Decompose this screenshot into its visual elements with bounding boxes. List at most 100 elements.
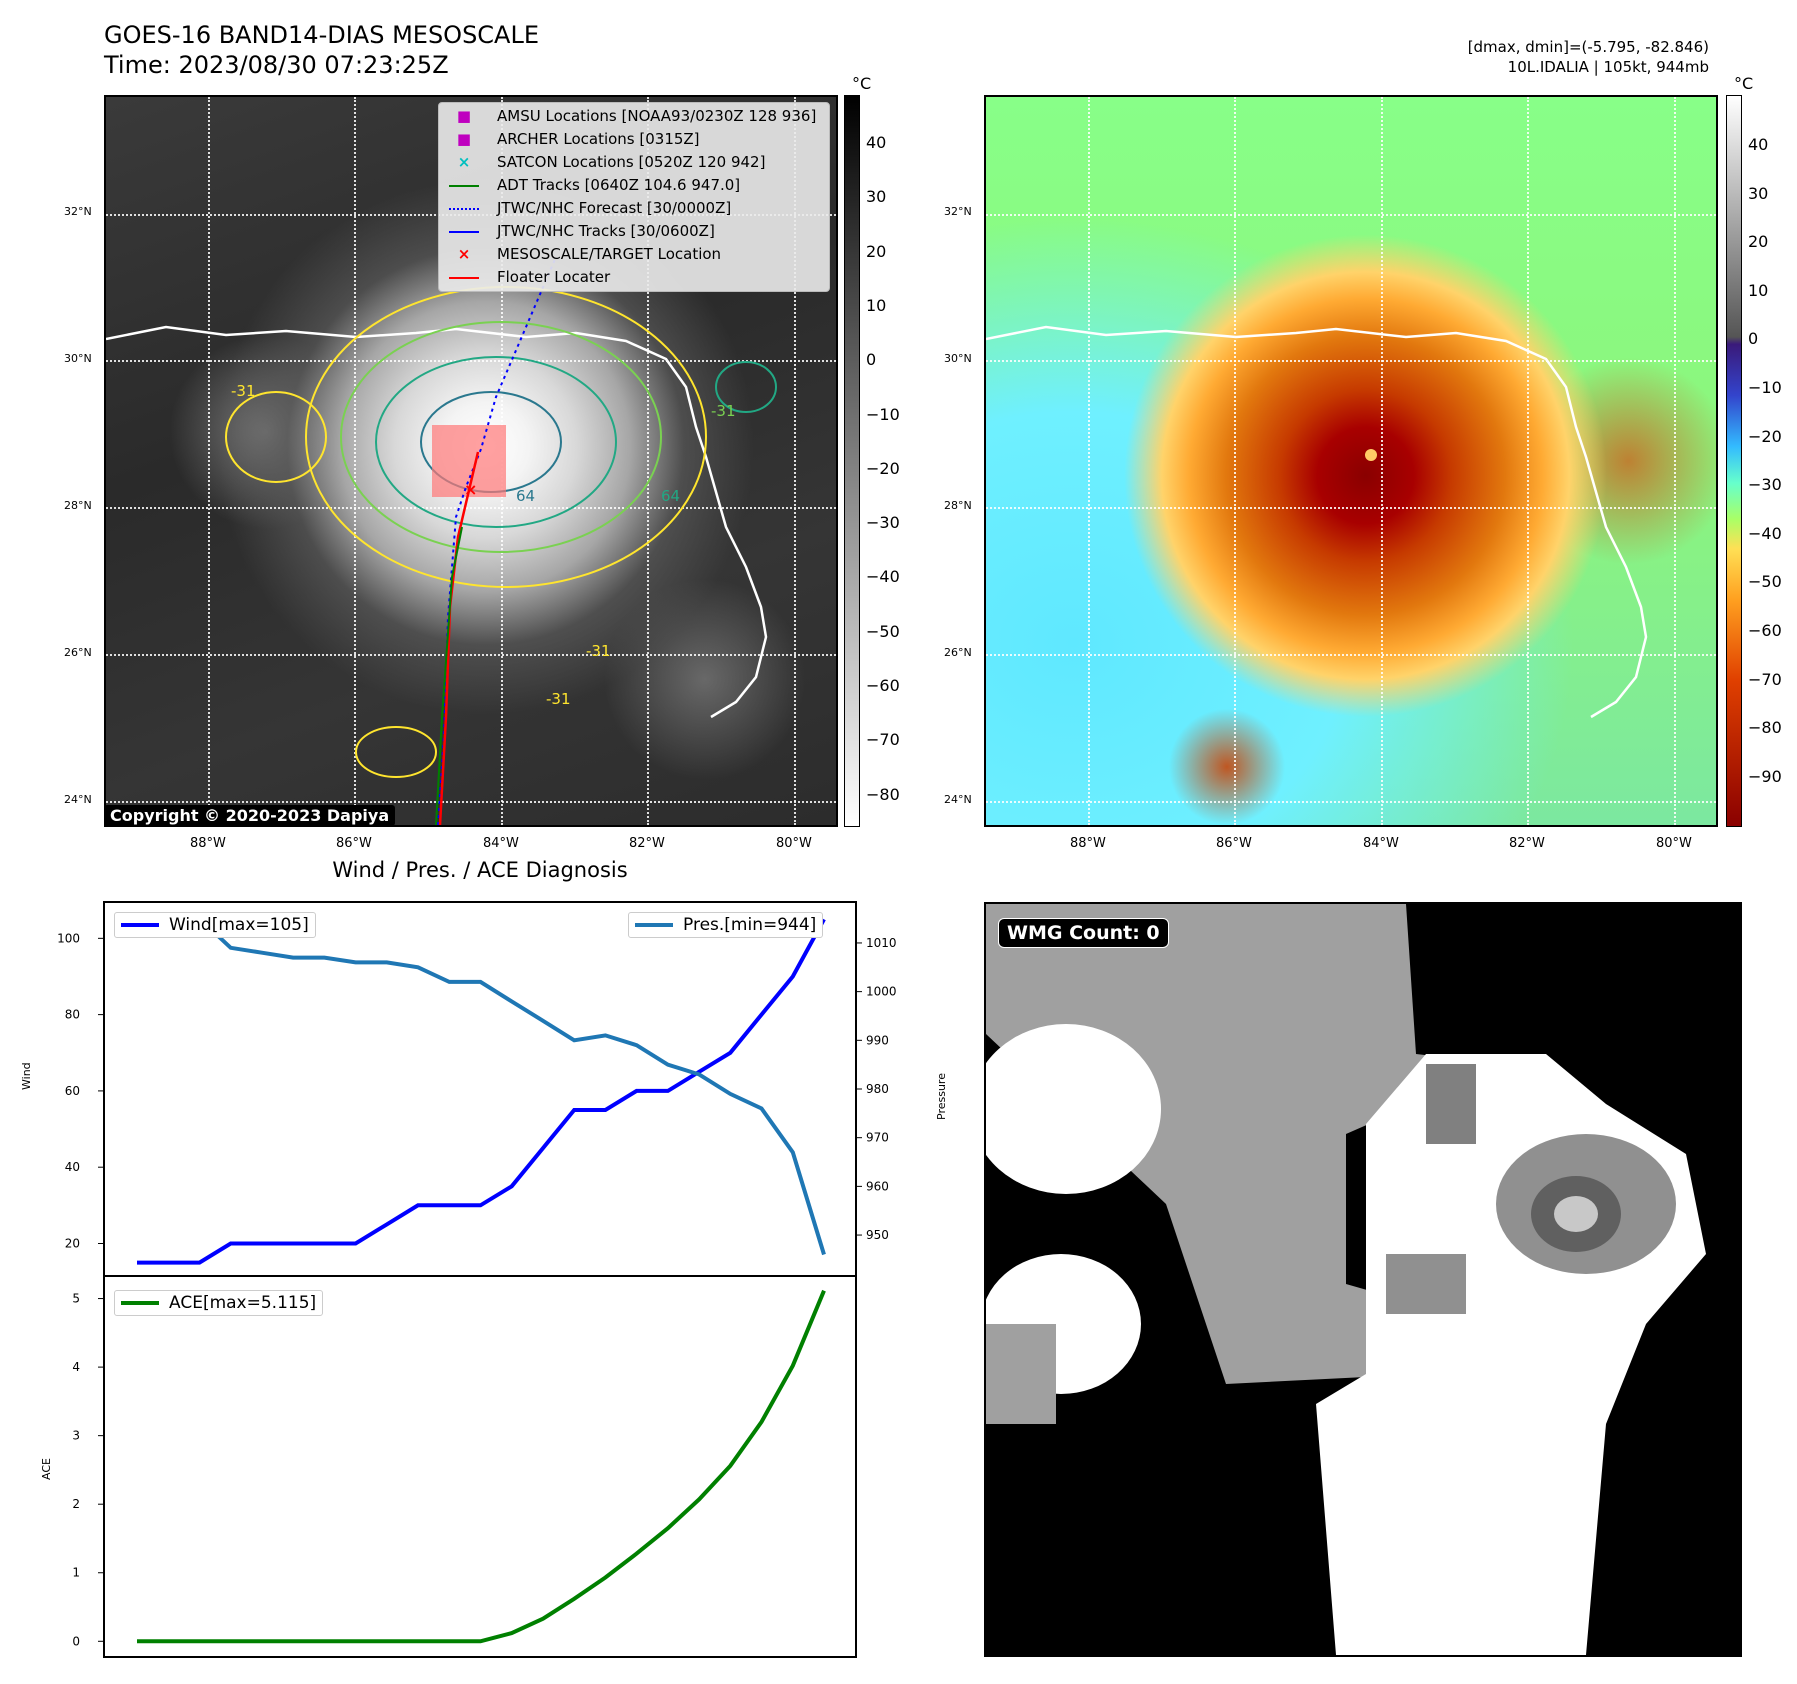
wind-series-line	[137, 918, 826, 1265]
gray-colorbar	[844, 95, 860, 827]
lat-tick: 28°N	[64, 499, 92, 512]
coastline	[106, 325, 768, 719]
legend-item: JTWC/NHC Forecast [30/0000Z]	[447, 199, 731, 217]
gridline	[208, 97, 210, 825]
y-tick-label: 60	[65, 1084, 80, 1098]
diagnosis-title: Wind / Pres. / ACE Diagnosis	[332, 858, 628, 882]
wmg-region	[986, 904, 1506, 1384]
lon-tick: 86°W	[1216, 836, 1252, 851]
color-ir-map	[984, 95, 1718, 827]
colorbar-unit: °C	[1734, 74, 1754, 93]
colorbar-tick: −40	[866, 567, 900, 587]
lon-tick: 84°W	[483, 836, 519, 851]
pressure-series-line	[137, 916, 826, 1256]
colorbar-tick: 40	[866, 133, 887, 152]
copyright-label: Copyright © 2020-2023 Dapiya	[104, 805, 396, 826]
ace-y-ticks: 5 4 3 2 1 0	[72, 1292, 104, 1648]
wmg-region	[1426, 1064, 1476, 1144]
color-colorbar	[1726, 95, 1742, 827]
gridline	[1527, 97, 1529, 825]
y-tick-label: 20	[65, 1236, 80, 1250]
lat-tick: 26°N	[64, 646, 92, 659]
wmg-panel	[984, 902, 1742, 1657]
wmg-region	[986, 1324, 1056, 1424]
y-tick-label: 1	[72, 1566, 80, 1580]
colorbar-tick: −30	[1748, 475, 1782, 495]
hurricane-eye	[1365, 449, 1377, 461]
y-tick-label: 3	[72, 1429, 80, 1443]
contour	[715, 361, 777, 413]
y-tick-label: 100	[57, 931, 80, 945]
contour	[340, 321, 662, 553]
wmg-pixels	[986, 904, 1706, 1655]
ace-axis-label: ACE	[40, 1458, 53, 1480]
y-tick-label: 2	[72, 1497, 80, 1511]
lon-tick: 88°W	[190, 836, 226, 851]
legend-line-icon	[121, 923, 159, 927]
y-tick-label: 960	[866, 1179, 889, 1193]
colorbar-tick: −30	[866, 513, 900, 533]
legend-item: JTWC/NHC Tracks [30/0600Z]	[447, 222, 715, 240]
lon-tick: 80°W	[1656, 836, 1692, 851]
gridline	[1088, 97, 1090, 825]
square-marker-icon: ■	[456, 107, 472, 125]
colorbar-tick: −40	[1748, 523, 1782, 543]
adt-track	[435, 526, 463, 825]
contour-label: -31	[546, 690, 571, 708]
contour	[375, 356, 617, 528]
wind-legend: Wind[max=105]	[114, 912, 316, 938]
lon-tick: 82°W	[1509, 836, 1545, 851]
lon-tick: 84°W	[1363, 836, 1399, 851]
gridline	[106, 654, 836, 656]
colorbar-tick: −50	[1748, 572, 1782, 592]
legend-item: ADT Tracks [0640Z 104.6 947.0]	[447, 176, 740, 194]
gridline	[1674, 97, 1676, 825]
y-tick-label: 80	[65, 1008, 80, 1022]
storm-label: 10L.IDALIA | 105kt, 944mb	[1507, 58, 1709, 76]
legend-item: × SATCON Locations [0520Z 120 942]	[447, 153, 766, 171]
lon-tick: 86°W	[336, 836, 372, 851]
colorbar-unit: °C	[852, 74, 872, 93]
contour	[355, 726, 437, 778]
wind-axes-frame	[103, 901, 857, 1277]
colorbar-tick: 20	[1748, 232, 1769, 252]
lat-tick: 32°N	[64, 205, 92, 218]
contour-label: 64	[516, 487, 536, 505]
square-marker-icon: ■	[456, 130, 472, 148]
colorbar-tick: 20	[866, 241, 887, 261]
lat-tick: 26°N	[944, 646, 972, 659]
colorbar-tick: −10	[866, 404, 900, 424]
y-tick-label: 5	[72, 1292, 80, 1306]
y-tick-label: 970	[866, 1131, 889, 1145]
colorbar-tick: −70	[1748, 669, 1782, 689]
map-overlay: ×	[106, 256, 777, 825]
wmg-region	[1316, 1054, 1706, 1655]
wmg-region	[1386, 1254, 1466, 1314]
gridline	[986, 654, 1716, 656]
pressure-legend: Pres.[min=944]	[628, 912, 824, 938]
gridline	[986, 507, 1716, 509]
colorbar-tick: −60	[1748, 621, 1782, 640]
map-overlay	[986, 325, 1648, 719]
contour	[225, 391, 327, 483]
coastline	[986, 325, 1648, 719]
gridline	[1234, 97, 1236, 825]
contour-label: -31	[231, 382, 256, 400]
dotted-line-icon	[447, 199, 481, 217]
y-tick-label: 0	[72, 1634, 80, 1648]
lon-tick: 82°W	[629, 836, 665, 851]
gridline	[647, 97, 649, 825]
colorbar-tick: −90	[1748, 766, 1782, 786]
gridline	[106, 801, 836, 803]
gridline	[1381, 97, 1383, 825]
gridline	[986, 360, 1716, 362]
gridline	[106, 360, 836, 362]
y-tick-label: 1000	[866, 985, 897, 999]
gridline	[106, 507, 836, 509]
colorbar-tick: 0	[1748, 329, 1759, 349]
ace-series-line	[137, 1289, 826, 1644]
ace-legend: ACE[max=5.115]	[114, 1290, 324, 1316]
line-marker-icon	[447, 176, 481, 194]
wind-y-ticks: 100 80 60 40 20	[57, 931, 104, 1250]
